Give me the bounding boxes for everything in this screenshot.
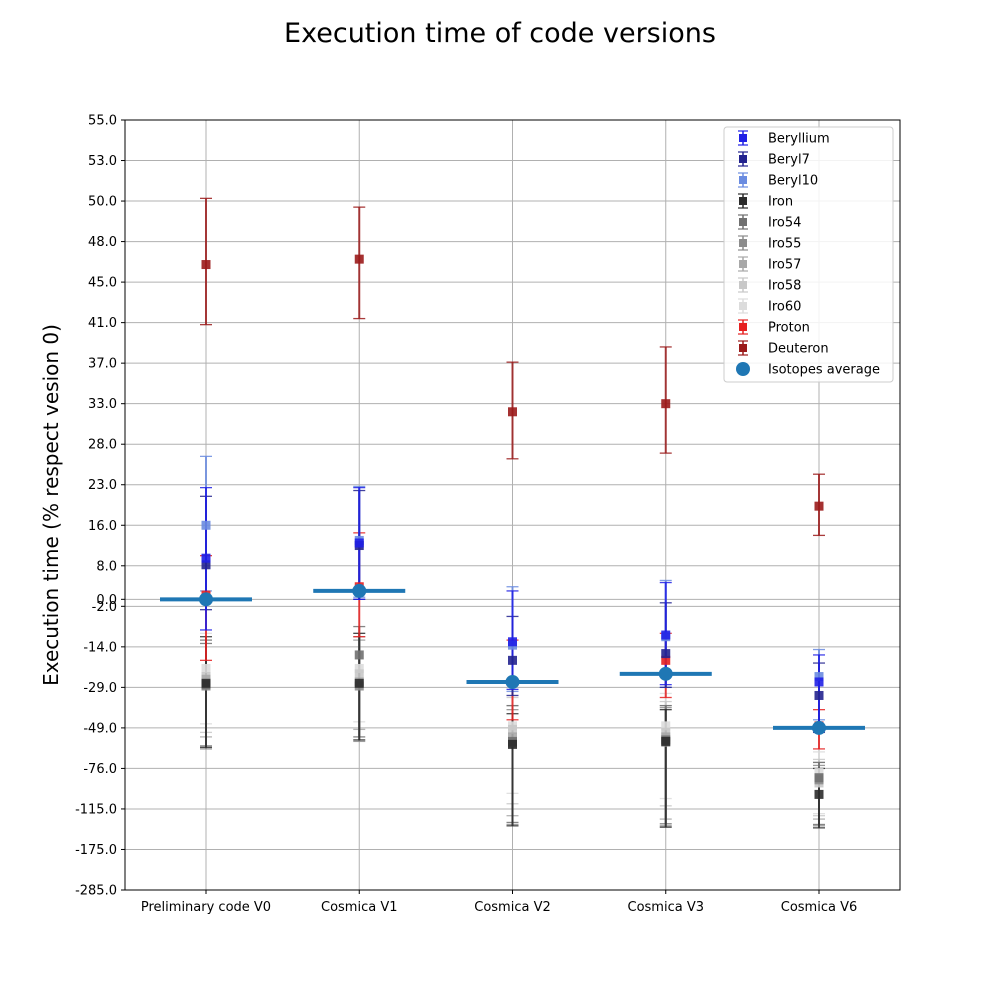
y-tick-label: -76.0 — [83, 762, 117, 777]
legend-box — [723, 126, 894, 383]
y-tick-label: 53.0 — [88, 154, 117, 169]
y-tick-label: 8.0 — [96, 559, 117, 574]
y-tick-label: -285.0 — [75, 884, 117, 899]
legend-marker-iro55 — [739, 239, 747, 247]
isotopes-average-markers — [160, 583, 865, 735]
y-tick-label: 0.0 — [96, 593, 117, 608]
legend-label: Isotopes average — [768, 363, 880, 378]
point-deuteron — [661, 399, 671, 409]
point-isotopes-average — [658, 666, 673, 681]
legend-label: Deuteron — [768, 342, 829, 357]
y-tick-label: 23.0 — [88, 478, 117, 493]
point-beryl7 — [814, 690, 824, 700]
legend-marker-iron — [739, 197, 747, 205]
legend-label: Iro55 — [768, 237, 801, 252]
legend-marker-iro54 — [739, 218, 747, 226]
point-iro54 — [354, 650, 364, 660]
y-tick-label: 28.0 — [88, 438, 117, 453]
y-axis-label: Execution time (% respect vesion 0) — [39, 324, 63, 686]
point-beryllium — [814, 677, 824, 687]
legend-label: Beryl10 — [768, 174, 818, 189]
y-tick-label: 55.0 — [88, 114, 117, 129]
legend-label: Proton — [768, 321, 810, 336]
y-tick-label: -29.0 — [83, 681, 117, 696]
legend-marker-deuteron — [739, 344, 747, 352]
point-isotopes-average — [812, 720, 826, 735]
point-beryl10 — [201, 520, 211, 530]
point-iron — [201, 678, 211, 688]
point-iron — [661, 736, 671, 746]
y-axis-ticks: -285.0 -175.0 -115.0 -76.0 -49.0 -29.0 -14.0 -2… — [75, 114, 125, 899]
y-tick-label: -14.0 — [83, 640, 117, 655]
legend-label: Iro57 — [768, 258, 801, 273]
y-tick-label: 37.0 — [88, 357, 117, 372]
y-tick-label: 50.0 — [88, 195, 117, 210]
legend-label: Iron — [768, 195, 793, 210]
legend-label: Iro58 — [768, 279, 801, 294]
point-beryllium — [661, 630, 671, 640]
point-isotopes-average — [505, 674, 520, 689]
legend-marker-isotopes-average — [736, 362, 750, 376]
point-beryl7 — [508, 655, 517, 665]
y-tick-label: 41.0 — [88, 316, 117, 331]
point-proton — [661, 655, 671, 665]
x-tick-label: Cosmica V6 — [781, 900, 858, 915]
y-tick-label: -175.0 — [75, 843, 117, 858]
y-tick-label: 48.0 — [88, 235, 117, 250]
point-iro58 — [354, 669, 364, 679]
legend-marker-iro58 — [739, 281, 747, 289]
legend-marker-beryllium — [739, 134, 747, 142]
y-tick-label: 16.0 — [88, 519, 117, 534]
legend-marker-proton — [739, 323, 747, 331]
point-beryl10 — [814, 672, 824, 682]
point-iro54 — [814, 773, 824, 783]
x-tick-label: Preliminary code V0 — [141, 900, 271, 915]
y-tick-label: -115.0 — [75, 802, 117, 817]
point-iron — [354, 678, 364, 688]
point-iro60 — [201, 663, 211, 673]
point-iro58 — [508, 724, 517, 734]
legend: Beryllium Beryl7 Beryl10 Iron Iro54 Iro55 Iro5… — [723, 126, 894, 383]
point-isotopes-average — [352, 583, 367, 598]
legend-marker-iro57 — [739, 260, 747, 268]
y-tick-label: -2.0 — [92, 600, 117, 615]
point-iro60 — [661, 721, 671, 731]
point-deuteron — [814, 501, 824, 511]
point-beryl7 — [201, 560, 211, 570]
x-tick-label: Cosmica V2 — [474, 900, 551, 915]
point-beryllium — [508, 637, 517, 647]
point-iro60 — [814, 768, 824, 778]
point-isotopes-average — [199, 592, 213, 607]
y-tick-label: -49.0 — [83, 721, 117, 736]
legend-label: Iro60 — [768, 300, 801, 315]
point-deuteron — [201, 260, 211, 270]
chart-title: Execution time of code versions — [284, 18, 716, 49]
x-tick-label: Cosmica V1 — [321, 900, 398, 915]
point-iro60 — [354, 663, 364, 673]
legend-marker-beryl7 — [739, 155, 747, 163]
x-tick-label: Cosmica V3 — [628, 900, 705, 915]
point-iron — [508, 739, 517, 749]
legend-label: Beryllium — [768, 132, 830, 147]
point-iron — [814, 789, 824, 799]
legend-label: Beryl7 — [768, 153, 810, 168]
point-beryl7 — [661, 649, 671, 659]
point-iro57 — [508, 732, 517, 742]
legend-label: Iro54 — [768, 216, 801, 231]
y-tick-label: 33.0 — [88, 397, 117, 412]
point-deuteron — [354, 254, 364, 264]
legend-marker-beryl10 — [739, 176, 747, 184]
legend-marker-iro60 — [739, 302, 747, 310]
y-tick-label: 45.0 — [88, 276, 117, 291]
point-beryllium — [201, 553, 211, 563]
point-iro58 — [661, 727, 671, 737]
point-deuteron — [508, 407, 517, 417]
x-axis-ticks: Preliminary code V0 Cosmica V1 Cosmica V2 C… — [141, 890, 857, 915]
point-beryllium — [354, 538, 364, 548]
